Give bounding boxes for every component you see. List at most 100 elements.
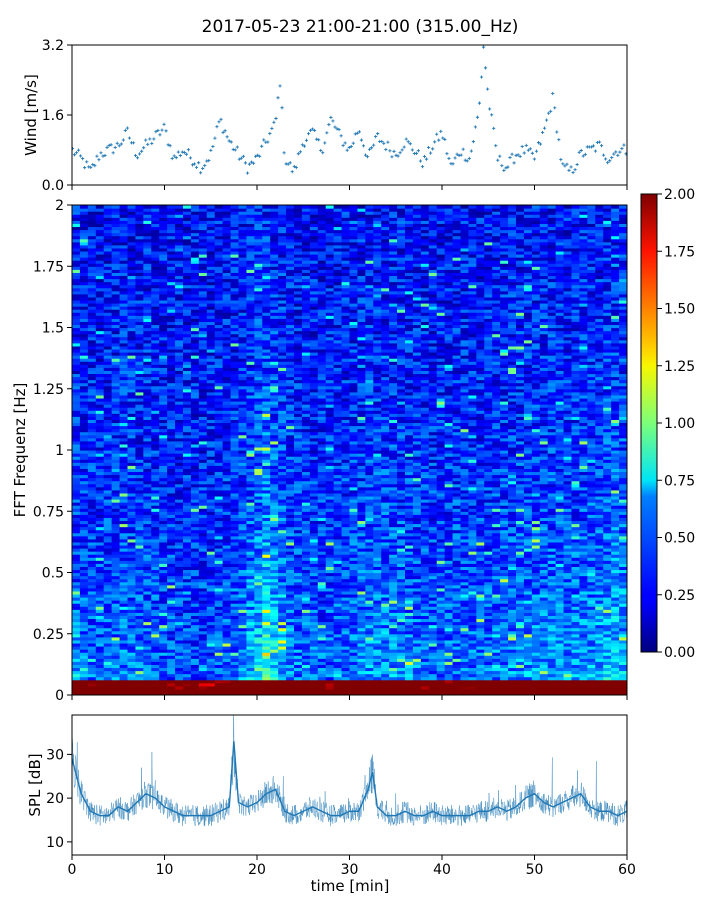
spectrogram-cell <box>143 391 152 396</box>
spectrogram-cell <box>214 254 224 258</box>
spectrogram-cell <box>206 299 216 304</box>
spectrogram-cell <box>95 535 105 540</box>
spectrogram-cell <box>143 333 152 338</box>
spectrogram-cell <box>159 474 168 479</box>
spectrogram-cell <box>206 217 216 221</box>
spectrogram-cell <box>159 425 168 430</box>
spectrogram-cell <box>151 544 160 549</box>
spectrogram-cell <box>119 397 129 402</box>
spectrogram-cell <box>143 401 152 405</box>
spectrogram-cell <box>159 241 168 246</box>
spectrogram-cell <box>111 361 121 365</box>
spectrogram-cell <box>175 290 184 295</box>
spectrogram-cell <box>72 434 81 439</box>
spectrogram-cell <box>175 296 184 301</box>
spectrogram-cell <box>103 609 113 613</box>
spectrogram-cell <box>135 312 144 316</box>
spectrogram-cell <box>175 538 184 543</box>
spectrogram-cell <box>151 529 160 534</box>
spectrogram-cell <box>143 263 152 267</box>
spectrogram-cell <box>103 257 113 261</box>
wind-ylabel: Wind [m/s] <box>22 74 40 156</box>
spectrogram-cell <box>183 284 192 289</box>
spectrogram-cell <box>87 593 97 598</box>
spectrogram-cell <box>143 465 152 469</box>
spectrogram-cell <box>159 290 168 295</box>
spectrogram-cell <box>206 480 216 485</box>
spectrogram-cell <box>206 652 216 656</box>
spectrogram-cell <box>72 688 81 693</box>
spectrogram-cell <box>175 315 184 319</box>
spectrogram-cell <box>79 667 89 672</box>
spectrogram-cell <box>87 636 97 641</box>
spectrogram-cell <box>190 480 200 485</box>
spectrogram-cell <box>111 431 121 436</box>
wind-point <box>431 147 435 151</box>
spectrogram-cell <box>95 296 105 301</box>
spectrogram-cell <box>190 670 200 675</box>
spectrogram-cell <box>119 618 129 623</box>
spectrogram-cell <box>183 691 192 695</box>
spectrogram-cell <box>119 281 129 286</box>
spectrogram-cell <box>143 505 152 509</box>
spectrogram-cell <box>79 544 89 549</box>
spectrogram-cell <box>111 422 121 427</box>
spectrogram-cell <box>119 321 129 326</box>
spectrogram-cell <box>143 217 152 221</box>
spectrogram-cell <box>151 244 160 249</box>
spectrogram-cell <box>167 244 176 249</box>
spectrogram-cell <box>214 456 224 460</box>
spectrogram-cell <box>87 214 97 218</box>
spectrogram-cell <box>95 284 105 289</box>
spectrogram-cell <box>175 214 184 218</box>
spectrogram-cell <box>87 548 97 552</box>
spectrogram-cell <box>127 345 137 350</box>
spectrogram-cell <box>198 612 208 616</box>
spectrogram-cell <box>127 443 137 448</box>
spectrogram-cell <box>95 563 105 567</box>
spectrogram-cell <box>95 652 105 656</box>
spectrogram-cell <box>222 499 232 503</box>
spectrogram-cell <box>206 566 216 571</box>
spectrogram-cell <box>183 511 192 515</box>
spectrogram-cell <box>72 269 81 273</box>
spectrogram-cell <box>87 691 97 695</box>
spectrogram-cell <box>151 238 160 243</box>
spectrogram-cell <box>159 440 168 445</box>
spectrogram-cell <box>167 600 176 604</box>
spectrogram-cell <box>198 667 208 672</box>
spectrogram-cell <box>103 584 113 589</box>
spectrogram-cell <box>111 299 121 304</box>
spectrogram-cell <box>119 260 129 264</box>
spectrogram-cell <box>127 250 137 255</box>
spectrogram-cell <box>111 459 121 463</box>
spectrogram-cell <box>167 544 176 549</box>
spectrogram-cell <box>167 584 176 589</box>
spectrogram-cell <box>127 495 137 500</box>
spectrogram-cell <box>183 557 192 561</box>
spectrogram-cell <box>127 544 137 549</box>
spectrogram-cell <box>127 361 137 365</box>
spectrogram-cell <box>119 652 129 656</box>
spectrogram-cell <box>175 511 184 515</box>
spectrogram-cell <box>175 299 184 304</box>
spectrogram-cell <box>183 606 192 610</box>
spectrogram-cell <box>175 489 184 494</box>
spectrogram-cell <box>143 621 152 626</box>
wind-point <box>79 154 83 158</box>
spectrogram-cell <box>87 440 97 445</box>
spectrogram-cell <box>190 382 200 387</box>
spectrogram-cell <box>103 440 113 445</box>
spectrogram-cell <box>175 306 184 310</box>
spectrogram-cell <box>151 214 160 218</box>
spectrogram-cell <box>222 502 232 506</box>
spectrogram-cell <box>127 633 137 638</box>
wind-point <box>583 152 587 156</box>
spectrogram-cell <box>183 535 192 540</box>
spectrogram-cell <box>206 581 216 586</box>
spectrogram-cell <box>198 303 208 307</box>
wind-point <box>225 135 229 139</box>
spectrogram-cell <box>151 404 160 408</box>
spectrogram-cell <box>143 303 152 307</box>
spectrogram-cell <box>183 652 192 656</box>
